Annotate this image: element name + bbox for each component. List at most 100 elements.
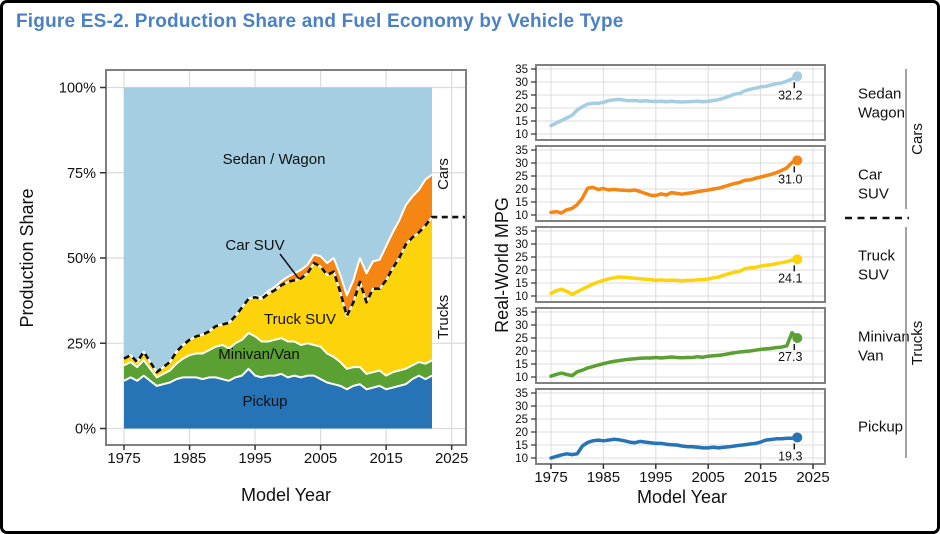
- x-tick-label: 1995: [639, 469, 672, 486]
- y-tick-label: 20: [515, 346, 528, 358]
- area-minivan-van: [124, 333, 432, 390]
- band-label: Pickup: [242, 393, 287, 410]
- panel-label: Van: [858, 348, 884, 365]
- y-tick-label: 0%: [75, 422, 96, 438]
- y-tick-label: 10: [515, 372, 528, 384]
- y-tick-label: 20: [515, 184, 528, 196]
- y-tick-label: 15: [515, 197, 528, 209]
- end-dot-minivan-van: [792, 333, 803, 343]
- y-tick-label: 30: [515, 239, 528, 251]
- mpg-line-sedan-wagon: [549, 74, 800, 128]
- y-tick-label: 30: [515, 401, 528, 413]
- x-tick-label: 2005: [692, 469, 725, 486]
- x-tick-label: 2015: [744, 469, 777, 486]
- right-yaxis-title: Real-World MPG: [492, 197, 512, 333]
- panel-label: Sedan: [858, 86, 901, 103]
- y-tick-label: 15: [515, 116, 528, 128]
- fuel-economy-panels: 32.2101520253035SedanWagon31.01015202530…: [492, 64, 926, 507]
- x-tick-label: 2015: [369, 450, 402, 467]
- end-dot-truck-suv: [792, 254, 803, 265]
- cars-trucks-divider-line: [123, 215, 465, 374]
- y-tick-label: 20: [515, 265, 528, 277]
- x-tick-label: 1975: [534, 469, 567, 486]
- right-xaxis-title: Model Year: [637, 487, 727, 507]
- panel-label: Pickup: [858, 419, 903, 436]
- y-tick-label: 20: [515, 103, 528, 115]
- production-share-chart: 1975 1985 1995 2005 2015 2025 0% 25% 50% 75% 100% M…: [17, 69, 468, 505]
- panel-border: [535, 226, 826, 303]
- panel-border: [535, 388, 826, 465]
- y-tick-label: 25: [515, 333, 528, 345]
- panel-label: Car: [858, 167, 882, 184]
- band-separator: [123, 332, 433, 379]
- mpg-line-truck-suv: [549, 257, 800, 297]
- band-label: Car SUV: [225, 237, 284, 254]
- band-separator: [123, 173, 433, 374]
- panel-border: [535, 307, 826, 384]
- x-tick-label: 1985: [173, 450, 206, 467]
- y-tick-label: 35: [515, 226, 528, 238]
- y-tick-label: 25: [515, 252, 528, 264]
- band-label: Sedan / Wagon: [223, 151, 326, 168]
- end-dot-pickup: [792, 432, 803, 443]
- left-trucks-label: Trucks: [435, 295, 452, 339]
- y-tick-label: 10: [515, 291, 528, 303]
- mpg-line-minivan-van: [549, 331, 800, 378]
- y-tick-label: 30: [515, 77, 528, 89]
- final-value-label: 32.2: [778, 88, 802, 102]
- area-pickup: [124, 368, 432, 429]
- y-tick-label: 15: [515, 440, 528, 452]
- figure-title: Figure ES-2. Production Share and Fuel E…: [16, 11, 624, 32]
- final-value-label: 24.1: [778, 271, 802, 285]
- group-label-trucks: Trucks: [909, 321, 926, 365]
- final-value-label: 19.3: [778, 449, 802, 463]
- mpg-line-car-suv: [549, 158, 800, 215]
- area-sedan-wagon: [124, 87, 432, 373]
- panel-label: Truck: [858, 248, 895, 265]
- x-tick-label: 2025: [435, 450, 468, 467]
- left-yaxis-title: Production Share: [17, 188, 37, 327]
- panel-label: Wagon: [858, 105, 905, 122]
- band-label: Minivan/Van: [218, 346, 299, 363]
- y-tick-label: 10: [515, 453, 528, 465]
- left-xaxis-title: Model Year: [241, 485, 331, 505]
- y-tick-label: 35: [515, 388, 528, 400]
- y-tick-label: 10: [515, 210, 528, 222]
- y-tick-label: 25%: [67, 336, 96, 352]
- y-tick-label: 20: [515, 427, 528, 439]
- y-tick-label: 30: [515, 158, 528, 170]
- y-tick-label: 15: [515, 278, 528, 290]
- left-cars-label: Cars: [435, 158, 452, 190]
- panel-label: Minivan: [858, 329, 910, 346]
- band-separator: [123, 367, 433, 391]
- panel-label: SUV: [858, 267, 889, 284]
- final-value-label: 31.0: [778, 172, 802, 186]
- x-tick-label: 1995: [238, 450, 271, 467]
- y-tick-label: 75%: [67, 166, 96, 182]
- final-value-label: 27.3: [778, 350, 802, 364]
- end-dot-sedan-wagon: [792, 71, 803, 82]
- y-tick-label: 25: [515, 90, 528, 102]
- y-tick-label: 15: [515, 359, 528, 371]
- y-tick-label: 30: [515, 320, 528, 332]
- x-tick-label: 2025: [796, 469, 829, 486]
- panel-label: SUV: [858, 186, 889, 203]
- x-tick-label: 1985: [587, 469, 620, 486]
- y-tick-label: 35: [515, 145, 528, 157]
- y-tick-label: 25: [515, 171, 528, 183]
- panel-border: [535, 64, 826, 141]
- group-label-cars: Cars: [909, 123, 926, 155]
- end-dot-car-suv: [792, 155, 803, 166]
- charts-canvas: 1975 1985 1995 2005 2015 20250%25%50%75%100%M…: [17, 64, 926, 507]
- area-car-suv: [124, 174, 432, 373]
- y-tick-label: 35: [515, 307, 528, 319]
- mpg-line-pickup: [549, 435, 800, 460]
- y-tick-label: 35: [515, 64, 528, 76]
- y-tick-label: 100%: [59, 81, 96, 97]
